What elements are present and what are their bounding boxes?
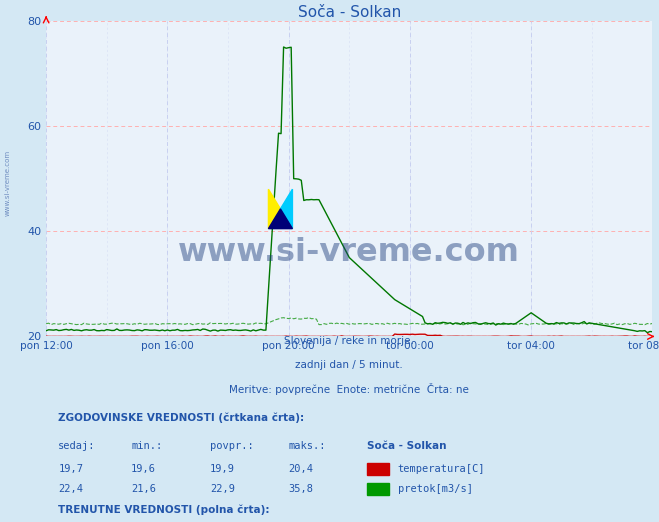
Text: Slovenija / reke in morje.: Slovenija / reke in morje. [284,337,415,347]
Text: Meritve: povprečne  Enote: metrične  Črta: ne: Meritve: povprečne Enote: metrične Črta:… [229,383,469,395]
Bar [368,462,389,476]
Polygon shape [268,189,281,229]
Text: TRENUTNE VREDNOSTI (polna črta):: TRENUTNE VREDNOSTI (polna črta): [58,504,270,515]
Text: 22,4: 22,4 [58,484,83,494]
Text: zadnji dan / 5 minut.: zadnji dan / 5 minut. [295,360,403,370]
Text: min.:: min.: [131,441,162,451]
Text: www.si-vreme.com: www.si-vreme.com [179,237,520,268]
Title: Soča - Solkan: Soča - Solkan [298,5,401,20]
Text: maks.:: maks.: [289,441,326,451]
Text: pretok[m3/s]: pretok[m3/s] [398,484,473,494]
Text: temperatura[C]: temperatura[C] [398,465,485,474]
Text: 21,6: 21,6 [131,484,156,494]
Text: povpr.:: povpr.: [210,441,254,451]
Polygon shape [281,189,293,229]
Text: 22,9: 22,9 [210,484,235,494]
Text: 19,7: 19,7 [58,465,83,474]
Text: 20,4: 20,4 [289,465,314,474]
Text: www.si-vreme.com: www.si-vreme.com [5,150,11,216]
Text: 35,8: 35,8 [289,484,314,494]
Text: 19,6: 19,6 [131,465,156,474]
Text: ZGODOVINSKE VREDNOSTI (črtkana črta):: ZGODOVINSKE VREDNOSTI (črtkana črta): [58,412,304,423]
Polygon shape [268,209,293,229]
Bar [368,482,389,495]
Text: Soča - Solkan: Soča - Solkan [368,441,447,451]
Text: sedaj:: sedaj: [58,441,96,451]
Text: 19,9: 19,9 [210,465,235,474]
